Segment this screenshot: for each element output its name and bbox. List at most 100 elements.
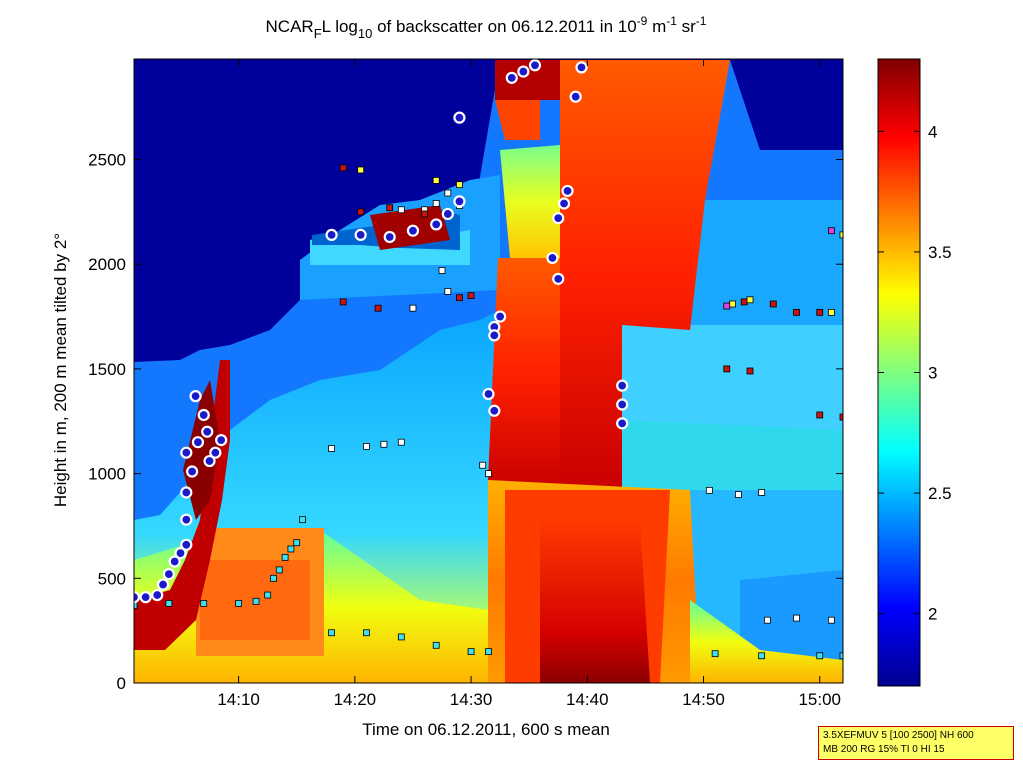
- info-line-1: 3.5XEFMUV 5 [100 2500] NH 600: [823, 730, 974, 741]
- cyan-square-marker: [235, 600, 243, 607]
- cyan-square-marker: [287, 545, 295, 553]
- x-axis-label: Time on 06.12.2011, 600 s mean: [362, 720, 610, 739]
- y-tick-label: 1500: [88, 360, 126, 379]
- x-axis: 14:10 14:20 14:30 14:40 14:50 15:00: [217, 59, 841, 709]
- white-square-marker: [734, 491, 742, 498]
- cyan-square-marker: [485, 648, 492, 655]
- red-square-marker: [374, 304, 382, 312]
- cloud-base-circle-marker: [156, 578, 170, 591]
- y-tick-label: 1000: [88, 465, 126, 484]
- cloud-base-circle-marker: [186, 465, 199, 478]
- cloud-base-circle-marker: [552, 272, 565, 285]
- white-square-marker: [479, 461, 487, 469]
- plot-area-frame: [133, 58, 844, 684]
- cyan-square-marker: [299, 516, 306, 524]
- x-tick-label: 14:10: [217, 690, 260, 709]
- white-square-marker: [363, 442, 370, 450]
- cloud-base-circle-marker: [180, 486, 193, 499]
- cloud-base-circle-marker: [191, 436, 205, 449]
- cyan-square-marker: [165, 600, 173, 607]
- colorbar-tick-label: 3.5: [928, 243, 952, 262]
- cloud-base-circle-marker: [134, 591, 141, 604]
- cloud-base-circle-marker: [180, 446, 193, 459]
- y-tick-label: 2000: [88, 255, 126, 274]
- cyan-square-marker: [328, 629, 335, 637]
- red-square-marker: [723, 365, 731, 373]
- cloud-base-circle-marker: [488, 329, 501, 342]
- white-square-marker: [444, 288, 452, 295]
- settings-info-box: 3.5XEFMUV 5 [100 2500] NH 600 MB 200 RG …: [818, 726, 1014, 760]
- cloud-base-circle-marker: [575, 61, 588, 74]
- yellow-square-marker: [729, 300, 736, 308]
- cloud-base-circle-marker: [139, 591, 152, 604]
- y-axis: 0 500 1000 1500 2000 2500: [88, 151, 843, 693]
- colorbar-ticks: 2 2.5 3 3.5 4: [878, 122, 952, 624]
- cloud-base-circle-marker: [180, 538, 193, 551]
- white-square-marker: [758, 489, 766, 496]
- white-square-marker: [397, 206, 405, 214]
- x-tick-label: 15:00: [798, 690, 841, 709]
- red-square-marker: [421, 210, 428, 218]
- white-square-marker: [438, 267, 446, 274]
- red-square-marker: [769, 300, 777, 308]
- cloud-base-circle-marker: [453, 111, 466, 124]
- cloud-base-circle-marker: [528, 59, 542, 72]
- cyan-square-marker: [758, 652, 766, 660]
- red-square-marker: [816, 411, 824, 419]
- cyan-square-marker: [200, 600, 208, 607]
- cloud-base-circle-marker: [561, 184, 574, 198]
- cloud-base-circle-marker: [441, 207, 454, 221]
- cyan-square-marker: [839, 652, 843, 660]
- red-square-marker: [793, 308, 800, 316]
- cloud-base-circle-marker: [197, 408, 210, 422]
- yellow-square-marker: [456, 181, 463, 189]
- cloud-base-circle-marker: [557, 197, 571, 210]
- cyan-square-marker: [281, 553, 289, 561]
- red-square-marker: [386, 204, 394, 212]
- cloud-base-circle-marker: [482, 387, 495, 401]
- red-square-marker: [339, 298, 347, 306]
- title-sub-f: F: [314, 26, 322, 41]
- red-square-marker: [339, 164, 347, 172]
- cloud-base-circle-marker: [174, 547, 187, 560]
- cloud-base-circle-marker: [546, 251, 559, 265]
- yellow-square-marker: [357, 166, 365, 174]
- white-square-marker: [432, 200, 440, 207]
- cloud-base-circle-marker: [209, 446, 222, 459]
- cloud-base-circle-marker: [203, 454, 216, 468]
- cloud-base-circle-marker: [616, 398, 629, 411]
- white-square-marker: [380, 440, 388, 448]
- cloud-base-circle-marker: [325, 228, 338, 241]
- cyan-square-marker: [264, 591, 272, 599]
- cloud-base-circle-marker: [151, 588, 164, 602]
- colorbar-tick-label: 2.5: [928, 484, 952, 503]
- yellow-square-marker: [839, 231, 843, 239]
- red-square-marker: [456, 294, 463, 302]
- white-square-marker: [328, 445, 335, 452]
- cyan-square-marker: [270, 574, 277, 582]
- white-square-marker: [705, 486, 713, 494]
- white-square-marker: [827, 616, 835, 624]
- x-tick-label: 14:40: [566, 690, 609, 709]
- white-square-marker: [793, 614, 800, 622]
- title-sub-10: 10: [358, 26, 372, 41]
- marker-layer: [134, 59, 843, 660]
- cyan-square-marker: [134, 602, 138, 609]
- yellow-square-marker: [827, 308, 835, 316]
- yellow-square-marker: [432, 177, 440, 184]
- cyan-square-marker: [432, 641, 440, 649]
- y-tick-label: 0: [117, 674, 126, 693]
- cloud-base-circle-marker: [354, 228, 367, 241]
- cloud-base-circle-marker: [383, 230, 396, 244]
- cloud-base-circle-marker: [201, 425, 214, 438]
- cloud-base-circle-marker: [488, 404, 501, 417]
- colorbar-tick-label: 2: [928, 605, 937, 624]
- cyan-square-marker: [293, 539, 301, 547]
- white-square-marker: [409, 304, 417, 312]
- cloud-base-circle-marker: [168, 555, 181, 568]
- white-square-marker: [397, 438, 405, 446]
- white-square-marker: [485, 470, 492, 478]
- cyan-square-marker: [711, 650, 719, 658]
- cyan-square-marker: [467, 648, 475, 655]
